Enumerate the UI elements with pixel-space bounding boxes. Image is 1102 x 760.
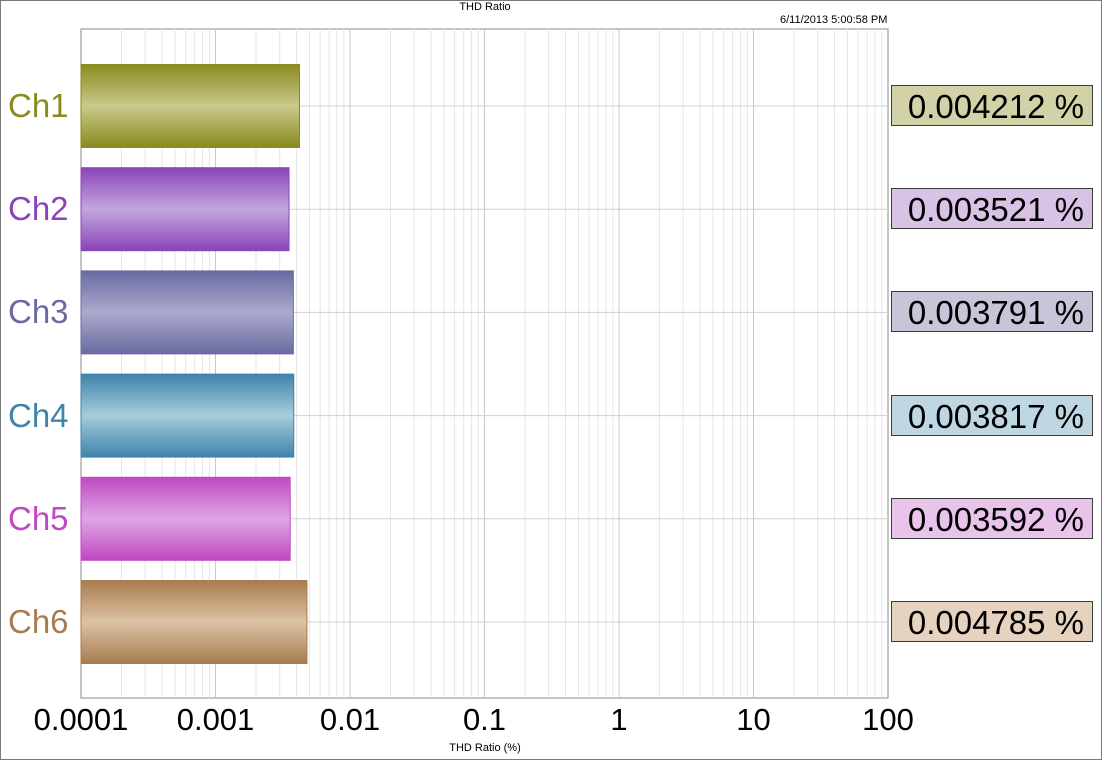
x-tick-label: 0.0001 <box>33 702 129 737</box>
x-tick-label: 0.01 <box>319 702 381 737</box>
value-label-ch6: 0.004785 % <box>891 601 1093 642</box>
category-label-ch3: Ch3 <box>8 293 69 331</box>
x-axis-label: THD Ratio (%) <box>449 742 521 754</box>
bar-ch3 <box>80 270 294 355</box>
category-label-ch4: Ch4 <box>8 396 69 434</box>
bars <box>80 64 308 664</box>
bar-ch6 <box>80 580 308 664</box>
value-label-ch1: 0.004212 % <box>891 85 1093 126</box>
timestamp: 6/11/2013 5:00:58 PM <box>780 14 888 26</box>
category-label-ch5: Ch5 <box>8 499 69 537</box>
x-tick-label: 100 <box>862 702 914 737</box>
x-tick-label: 0.1 <box>462 702 507 737</box>
bar-ch4 <box>80 373 295 458</box>
bar-ch5 <box>80 476 291 561</box>
chart-title: THD Ratio <box>459 1 511 13</box>
value-label-ch3: 0.003791 % <box>891 291 1093 333</box>
category-label-ch1: Ch1 <box>8 87 69 124</box>
bar-ch2 <box>80 167 290 252</box>
bar-ch1 <box>80 64 300 148</box>
x-tick-label: 1 <box>610 702 628 737</box>
category-label-ch2: Ch2 <box>8 190 69 228</box>
value-label-ch4: 0.003817 % <box>891 394 1093 436</box>
value-label-ch5: 0.003592 % <box>891 497 1093 539</box>
x-tick-label: 0.001 <box>176 702 255 737</box>
x-tick-label: 10 <box>736 702 771 737</box>
category-label-ch6: Ch6 <box>8 603 69 640</box>
value-label-ch2: 0.003521 % <box>891 188 1093 230</box>
